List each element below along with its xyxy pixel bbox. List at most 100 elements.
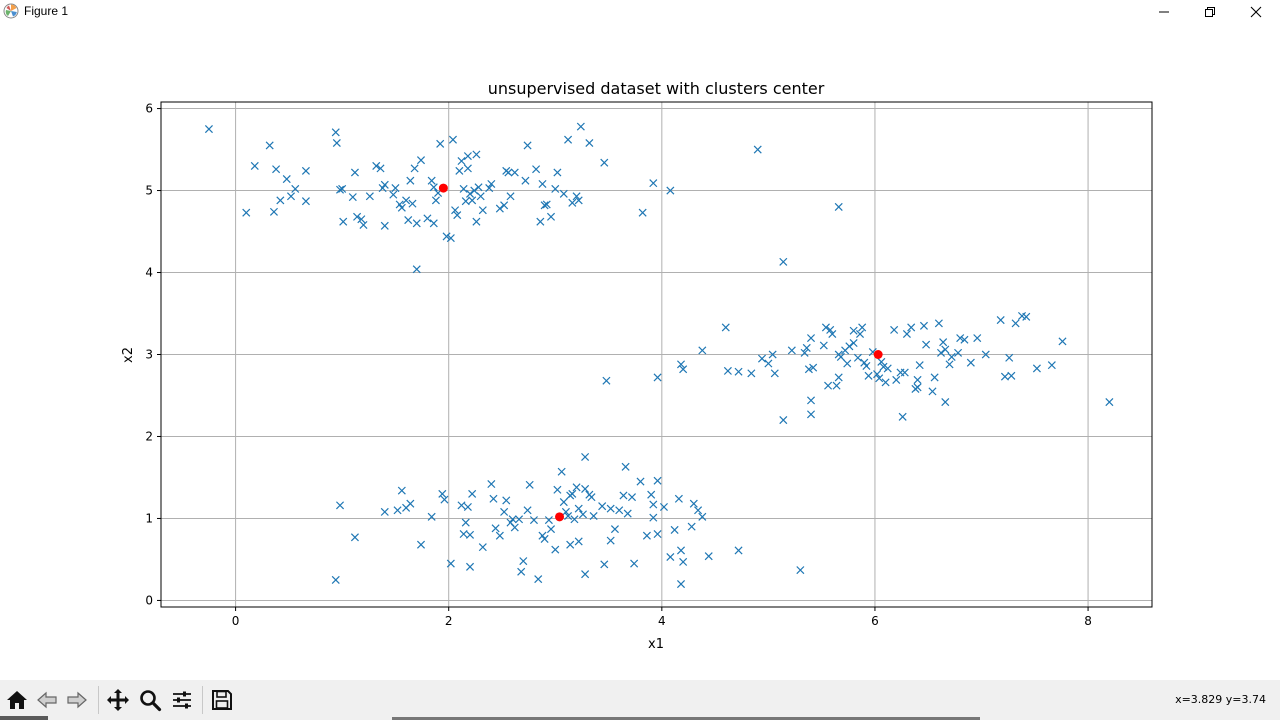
- minimize-icon: [1159, 11, 1169, 13]
- data-point-x-marker: [389, 190, 398, 199]
- home-icon: [7, 691, 27, 709]
- data-point-x-marker: [1022, 312, 1031, 321]
- data-point-x-marker: [448, 135, 457, 144]
- data-point-x-marker: [581, 484, 590, 493]
- y-tick-label: 6: [145, 102, 153, 116]
- data-point-x-marker: [406, 499, 415, 508]
- restore-icon: [1205, 7, 1215, 17]
- data-point-x-marker: [461, 197, 470, 206]
- data-point-x-marker: [557, 467, 566, 476]
- data-point-x-marker: [446, 559, 455, 568]
- data-point-x-marker: [843, 359, 852, 368]
- data-point-x-marker: [568, 198, 577, 207]
- data-point-x-marker: [721, 323, 730, 332]
- data-point-x-marker: [515, 515, 524, 524]
- data-point-x-marker: [487, 179, 496, 189]
- chart-title: unsupervised dataset with clusters cente…: [488, 79, 825, 98]
- data-point-x-marker: [436, 139, 445, 148]
- data-point-x-marker: [966, 358, 975, 367]
- data-point-x-marker: [849, 338, 858, 348]
- data-point-x-marker: [350, 533, 359, 542]
- data-point-x-marker: [606, 504, 615, 513]
- data-point-x-marker: [463, 164, 472, 173]
- data-point-x-marker: [465, 562, 475, 571]
- pan-button[interactable]: [104, 685, 132, 715]
- data-point-x-marker: [928, 387, 937, 396]
- close-button[interactable]: [1233, 0, 1279, 24]
- data-point-x-marker: [679, 557, 688, 566]
- data-point-x-marker: [338, 184, 347, 193]
- data-point-x-marker: [649, 513, 658, 522]
- data-point-x-marker: [627, 493, 637, 502]
- data-point-x-marker: [879, 362, 888, 371]
- data-point-x-marker: [913, 383, 922, 392]
- data-point-x-marker: [802, 343, 811, 352]
- data-point-x-marker: [523, 141, 532, 150]
- close-icon: [1250, 6, 1262, 18]
- data-point-x-marker: [372, 161, 381, 170]
- data-points: [204, 122, 1114, 589]
- restore-button[interactable]: [1187, 0, 1233, 24]
- data-point-x-marker: [429, 219, 438, 228]
- forward-button[interactable]: [63, 685, 91, 715]
- cluster-centers: [438, 183, 883, 522]
- data-point-x-marker: [996, 316, 1005, 325]
- data-point-x-marker: [753, 145, 762, 154]
- data-point-x-marker: [676, 580, 686, 589]
- data-point-x-marker: [653, 373, 662, 382]
- data-point-x-marker: [676, 546, 686, 555]
- data-point-x-marker: [286, 192, 296, 201]
- configure-subplots-button[interactable]: [168, 685, 196, 715]
- data-point-x-marker: [406, 176, 415, 185]
- data-point-x-marker: [824, 381, 833, 390]
- data-point-x-marker: [404, 216, 413, 225]
- data-point-x-marker: [339, 217, 348, 226]
- data-point-x-marker: [666, 552, 675, 562]
- data-point-x-marker: [332, 138, 341, 148]
- data-point-x-marker: [331, 128, 340, 137]
- minimize-button[interactable]: [1141, 0, 1187, 24]
- data-point-x-marker: [630, 559, 639, 568]
- figure-canvas[interactable]: unsupervised dataset with clusters cente…: [0, 24, 1280, 680]
- data-point-x-marker: [335, 501, 345, 510]
- data-point-x-marker: [402, 196, 411, 205]
- data-point-x-marker: [623, 509, 632, 518]
- toolbar-separator: [202, 686, 203, 714]
- zoom-button[interactable]: [136, 685, 164, 715]
- save-button[interactable]: [208, 685, 236, 715]
- cluster-center-point: [873, 350, 883, 359]
- data-point-x-marker: [572, 192, 581, 201]
- data-point-x-marker: [941, 345, 950, 354]
- home-button[interactable]: [3, 685, 31, 715]
- data-point-x-marker: [508, 515, 517, 524]
- data-point-x-marker: [881, 378, 890, 387]
- data-point-x-marker: [553, 485, 562, 494]
- back-button[interactable]: [33, 685, 61, 715]
- data-point-x-marker: [359, 220, 368, 229]
- scatter-plot[interactable]: unsupervised dataset with clusters cente…: [0, 24, 1280, 680]
- data-point-x-marker: [427, 512, 436, 521]
- data-point-x-marker: [578, 510, 587, 519]
- data-point-x-marker: [864, 371, 873, 380]
- cluster-center-point: [555, 512, 565, 522]
- forward-arrow-icon: [67, 691, 87, 709]
- data-point-x-marker: [459, 530, 468, 539]
- data-point-x-marker: [538, 179, 547, 189]
- y-tick-label: 3: [145, 348, 153, 362]
- data-point-x-marker: [936, 348, 946, 357]
- data-point-x-marker: [619, 491, 628, 500]
- data-point-x-marker: [301, 166, 310, 175]
- pan-move-icon: [107, 689, 129, 711]
- data-point-x-marker: [875, 374, 884, 383]
- data-point-x-marker: [653, 530, 662, 539]
- matplotlib-logo-icon: [3, 3, 19, 19]
- data-point-x-marker: [747, 369, 756, 378]
- data-point-x-marker: [457, 501, 466, 510]
- data-point-x-marker: [862, 361, 871, 371]
- save-floppy-icon: [212, 690, 232, 710]
- data-point-x-marker: [856, 329, 865, 339]
- data-point-x-marker: [676, 360, 686, 369]
- data-point-x-marker: [380, 221, 389, 230]
- data-point-x-marker: [357, 215, 366, 224]
- data-point-x-marker: [536, 217, 545, 226]
